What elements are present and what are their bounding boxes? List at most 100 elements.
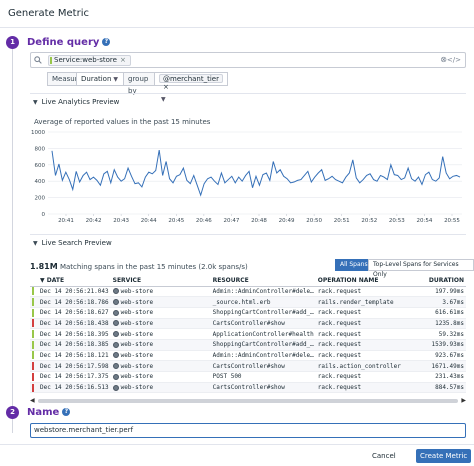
service-label: web-store xyxy=(120,330,154,338)
resource-cell: Admin::AdminController#dele… xyxy=(210,350,316,362)
table-row[interactable]: Dec 14 20:56:18.627 web-store ShoppingCart… xyxy=(30,307,466,319)
resource-cell: POST 500 xyxy=(210,371,316,383)
date-column-header[interactable]: ▼ DATE xyxy=(38,275,111,287)
operation-column-header[interactable]: OPERATION NAME xyxy=(315,275,410,287)
status-cell xyxy=(30,307,38,319)
duration-cell: 923.67ms xyxy=(409,350,466,362)
cancel-button[interactable]: Cancel xyxy=(367,450,401,463)
group-by-tag[interactable]: @merchant_tier × xyxy=(159,74,223,91)
operation-cell: rails.render_template xyxy=(315,296,410,308)
operation-cell: rack.request xyxy=(315,350,410,362)
matching-count: 1.81M xyxy=(30,262,58,271)
date-cell: Dec 14 20:56:18.786 xyxy=(38,296,111,308)
y-tick-label: 400 xyxy=(35,179,46,185)
duration-cell: 1235.8ms xyxy=(409,318,466,330)
resource-column-header[interactable]: RESOURCE xyxy=(210,275,316,287)
status-indicator xyxy=(32,308,34,317)
duration-cell: 59.32ms xyxy=(409,328,466,340)
divider xyxy=(30,234,466,235)
all-spans-toggle[interactable]: All Spans xyxy=(335,259,373,271)
x-tick-label: 20:42 xyxy=(86,218,102,224)
table-row[interactable]: Dec 14 20:56:18.121 web-store Admin::Admin… xyxy=(30,350,466,362)
y-tick-label: 800 xyxy=(35,146,46,152)
sort-desc-icon: ▼ xyxy=(40,276,45,284)
metric-name-input[interactable]: webstore.merchant_tier.perf xyxy=(30,423,466,438)
scroll-left-icon[interactable]: ◀ xyxy=(30,397,35,404)
search-preview-label: Live Search Preview xyxy=(41,239,112,247)
status-indicator xyxy=(32,362,34,371)
y-tick-label: 600 xyxy=(35,163,46,169)
date-cell: Dec 14 20:56:17.598 xyxy=(38,360,111,372)
table-horizontal-scrollbar[interactable]: ◀ ▶ xyxy=(30,397,466,404)
resource-cell: CartsController#show xyxy=(210,382,316,394)
table-row[interactable]: Dec 14 20:56:17.375 web-store POST 500 rack… xyxy=(30,371,466,383)
status-indicator xyxy=(32,340,34,349)
search-icon xyxy=(34,56,42,64)
status-cell xyxy=(30,371,38,383)
status-cell xyxy=(30,296,38,308)
query-filter-tag[interactable]: Service:web-store × xyxy=(48,55,131,66)
analytics-preview-toggle[interactable]: ▼ Live Analytics Preview xyxy=(33,98,119,106)
help-icon[interactable]: ? xyxy=(62,408,71,416)
status-cell xyxy=(30,318,38,330)
x-tick-label: 20:54 xyxy=(416,218,432,224)
status-cell xyxy=(30,286,38,298)
status-indicator xyxy=(32,330,34,339)
resource-cell: ShoppingCartController#add_… xyxy=(210,339,316,351)
define-query-label: Define query xyxy=(27,37,100,48)
table-row[interactable]: Dec 14 20:56:18.395 web-store ApplicationC… xyxy=(30,328,466,340)
table-header-row: ▼ DATE SERVICE RESOURCE OPERATION NAME D… xyxy=(30,275,466,287)
table-row[interactable]: Dec 14 20:56:18.438 web-store CartsControl… xyxy=(30,318,466,330)
query-filter-tag-label: Service:web-store xyxy=(54,56,117,64)
query-search-input[interactable]: Service:web-store × ⊗ </> xyxy=(30,52,466,68)
help-icon[interactable]: ? xyxy=(102,38,111,46)
name-section-label: Name xyxy=(27,407,60,418)
status-cell xyxy=(30,382,38,394)
code-view-icon[interactable]: </> xyxy=(446,56,461,64)
table-row[interactable]: Dec 14 20:56:17.598 web-store CartsControl… xyxy=(30,360,466,372)
date-cell: Dec 14 20:56:18.395 xyxy=(38,328,111,340)
service-icon xyxy=(112,331,119,338)
status-indicator xyxy=(32,298,34,307)
service-icon xyxy=(112,320,119,327)
resource-cell: ShoppingCartController#add_… xyxy=(210,307,316,319)
table-row[interactable]: Dec 14 20:56:16.513 web-store CartsControl… xyxy=(30,382,466,394)
status-indicator xyxy=(32,351,34,360)
series-line xyxy=(51,149,461,197)
x-tick-label: 20:55 xyxy=(444,218,460,224)
resource-cell: Admin::AdminController#dele… xyxy=(210,286,316,298)
x-tick-label: 20:43 xyxy=(113,218,129,224)
top-level-spans-toggle[interactable]: Top-Level Spans for Services Only xyxy=(368,259,474,278)
remove-tag-icon[interactable]: × xyxy=(119,56,126,64)
service-column-header[interactable]: SERVICE xyxy=(110,275,211,287)
group-by-tag-label: @merchant_tier xyxy=(163,75,219,83)
operation-cell: rack.request xyxy=(315,382,410,394)
scrollbar-thumb[interactable] xyxy=(38,399,458,403)
modal-footer: Cancel Create Metric xyxy=(0,444,474,466)
table-row[interactable]: Dec 14 20:56:21.043 web-store Admin::Admin… xyxy=(30,286,466,298)
remove-group-tag-icon[interactable]: × xyxy=(163,83,169,91)
scroll-right-icon[interactable]: ▶ xyxy=(461,397,466,404)
operation-cell: rack.request xyxy=(315,318,410,330)
table-row[interactable]: Dec 14 20:56:18.385 web-store ShoppingCart… xyxy=(30,339,466,351)
measure-select[interactable]: Duration ▼ xyxy=(76,72,124,86)
search-preview-toggle[interactable]: ▼ Live Search Preview xyxy=(33,239,112,247)
status-cell xyxy=(30,350,38,362)
x-tick-label: 20:49 xyxy=(279,218,295,224)
table-row[interactable]: Dec 14 20:56:18.786 web-store _source.html… xyxy=(30,296,466,308)
step-number-2: 2 xyxy=(6,406,19,419)
status-header xyxy=(30,275,38,287)
resource-cell: CartsController#show xyxy=(210,318,316,330)
service-cell: web-store xyxy=(110,360,211,372)
service-icon xyxy=(112,363,119,370)
clear-query-icon[interactable]: ⊗ xyxy=(440,55,447,64)
duration-column-header[interactable]: DURATION xyxy=(409,275,466,287)
x-tick-label: 20:47 xyxy=(223,218,239,224)
group-by-select[interactable]: @merchant_tier × ▼ xyxy=(154,72,228,103)
date-cell: Dec 14 20:56:18.385 xyxy=(38,339,111,351)
service-icon xyxy=(112,288,119,295)
service-icon xyxy=(112,341,119,348)
divider xyxy=(30,93,466,94)
create-metric-button[interactable]: Create Metric xyxy=(416,449,472,463)
service-label: web-store xyxy=(120,384,154,392)
